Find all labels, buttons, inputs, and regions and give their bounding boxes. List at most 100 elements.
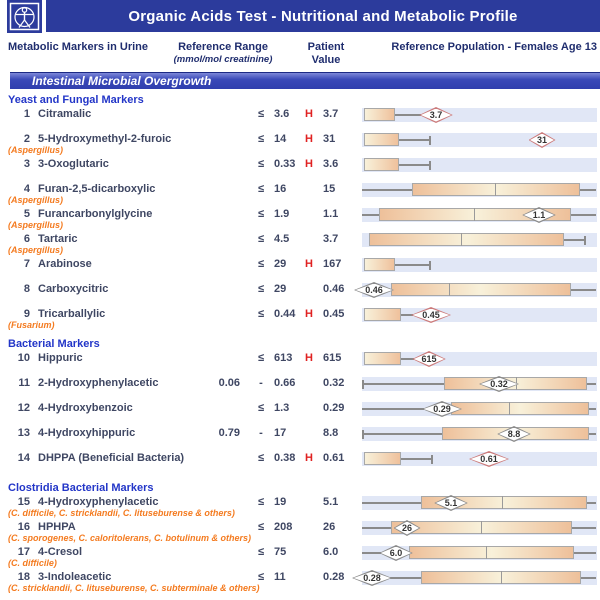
median-line	[461, 233, 462, 246]
reference-range-operator: ≤	[257, 452, 265, 464]
marker-number: 5	[23, 208, 30, 220]
group-heading: Clostridia Bacterial Markers	[8, 482, 154, 494]
whisker-line	[387, 577, 421, 579]
whisker-line	[401, 314, 419, 316]
population-plot: 0.28	[352, 570, 597, 586]
marker-name: 3-Indoleacetic	[38, 571, 112, 583]
median-line	[501, 571, 502, 584]
population-plot: 0.61	[362, 451, 597, 467]
median-line	[502, 496, 503, 509]
reference-range-high: 29	[274, 258, 287, 270]
patient-value-diamond: 31	[528, 132, 556, 148]
column-patient-value: Patient Value	[298, 41, 354, 67]
reference-range-operator: ≤	[257, 496, 265, 508]
median-line	[509, 402, 510, 415]
patient-value: 26	[323, 521, 336, 533]
percentile-box	[379, 208, 571, 221]
marker-row: 2 5-Hydroxymethyl-2-furoic (Aspergillus) ≤1…	[0, 132, 600, 157]
marker-number: 17	[17, 546, 30, 558]
high-flag: H	[305, 133, 313, 145]
median-line	[481, 521, 482, 534]
marker-number: 4	[23, 183, 30, 195]
percentile-box	[364, 452, 401, 465]
reference-range-operator: ≤	[257, 208, 265, 220]
column-reference-population: Reference Population - Females Age 13	[391, 41, 597, 53]
population-plot: 5.1	[362, 495, 597, 511]
marker-name: Furan-2,5-dicarboxylic	[38, 183, 156, 195]
whisker-line	[571, 214, 596, 216]
marker-row: 7 Arabinose ≤29 H 167	[0, 257, 600, 282]
diamond-fill	[395, 521, 419, 535]
patient-value-diamond: 26	[393, 520, 421, 536]
high-flag: H	[305, 108, 313, 120]
reference-range-operator: ≤	[257, 352, 265, 364]
median-line	[495, 183, 496, 196]
reference-range-high: 14	[274, 133, 287, 145]
reference-range-high: 19	[274, 496, 287, 508]
marker-subtitle: (C. difficile, C. stricklandii, C. litus…	[8, 508, 235, 518]
diamond-value: 1.1	[532, 210, 546, 220]
column-markers: Metabolic Markers in Urine	[8, 41, 148, 53]
marker-row: 12 4-Hydroxybenzoic ≤1.3 0.29 0.29	[0, 401, 600, 426]
whisker-cap	[584, 236, 586, 245]
patient-value-diamond: 3.7	[419, 107, 453, 123]
percentile-box	[364, 258, 395, 271]
reference-range-operator: ≤	[257, 133, 265, 145]
whisker-line	[362, 383, 444, 385]
percentile-box	[364, 308, 401, 321]
patient-value: 0.45	[323, 308, 345, 320]
marker-name: Hippuric	[38, 352, 83, 364]
median-line	[486, 546, 487, 559]
group-heading: Bacterial Markers	[8, 338, 100, 350]
patient-value: 0.32	[323, 377, 345, 389]
population-plot: 31	[362, 132, 597, 148]
population-plot: 1.1	[362, 207, 597, 223]
reference-range-operator: ≤	[257, 158, 265, 170]
whisker-cap	[362, 430, 364, 439]
marker-number: 12	[17, 402, 30, 414]
marker-number: 15	[17, 496, 30, 508]
patient-value-diamond: 8.8	[497, 426, 531, 442]
whisker-line	[574, 552, 596, 554]
marker-subtitle: (Aspergillus)	[8, 145, 64, 155]
marker-name: Tartaric	[38, 233, 78, 245]
marker-name: Citramalic	[38, 108, 92, 120]
diamond-value: 5.1	[444, 498, 458, 508]
patient-value: 0.61	[323, 452, 345, 464]
diamond-value: 615	[421, 354, 437, 364]
patient-value-diamond: 0.45	[411, 307, 451, 323]
percentile-box	[391, 283, 571, 296]
patient-value: 3.6	[323, 158, 339, 170]
diamond-fill	[498, 427, 530, 441]
reference-range-high: 17	[274, 427, 287, 439]
population-plot: 0.29	[362, 401, 597, 417]
marker-number: 13	[17, 427, 30, 439]
reference-range-high: 3.6	[274, 108, 290, 120]
population-plot: 615	[362, 351, 597, 367]
high-flag: H	[305, 258, 313, 270]
group-heading: Yeast and Fungal Markers	[8, 94, 144, 106]
patient-value: 31	[323, 133, 336, 145]
value-label: Value	[311, 54, 341, 66]
marker-name: HPHPA	[38, 521, 76, 533]
marker-name: 4-Hydroxyphenylacetic	[38, 496, 159, 508]
whisker-line	[580, 189, 596, 191]
reference-range-high: 16	[274, 183, 287, 195]
marker-number: 1	[23, 108, 30, 120]
marker-row: 10 Hippuric ≤613 H 615 615	[0, 351, 600, 376]
population-plot: 8.8	[362, 426, 597, 442]
population-plot: 0.46	[354, 282, 597, 298]
percentile-box	[451, 402, 589, 415]
whisker-cap	[362, 380, 364, 389]
patient-value: 8.8	[323, 427, 339, 439]
reference-range-high: 11	[274, 571, 286, 583]
patient-value-diamond: 0.32	[479, 376, 519, 392]
reference-range-high: 208	[274, 521, 293, 533]
patient-value: 1.1	[323, 208, 339, 220]
marker-number: 7	[23, 258, 30, 270]
whisker-cap	[429, 261, 431, 270]
diamond-fill	[470, 452, 508, 466]
section-header-bar: Intestinal Microbial Overgrowth	[10, 72, 600, 89]
whisker-line	[362, 502, 421, 504]
marker-name: 3-Oxoglutaric	[38, 158, 109, 170]
